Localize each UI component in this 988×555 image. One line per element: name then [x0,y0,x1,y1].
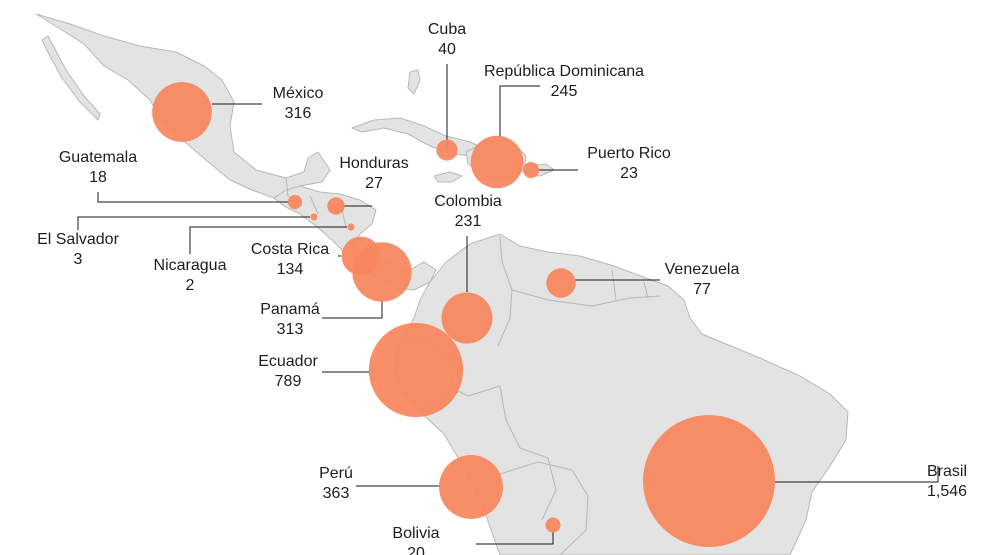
country-name: Brasil [926,463,967,480]
country-name: Costa Rica [250,241,330,258]
country-value: 789 [274,373,302,390]
country-value: 134 [276,261,304,278]
leader-line-panama [322,300,383,319]
country-name: Bolivia [392,525,440,542]
label-ecuador: Ecuador 789 [244,352,332,392]
bubble-puerto-rico [522,161,540,179]
country-value: 18 [89,169,107,186]
leader-line-bolivia [476,532,554,545]
label-venezuela: Venezuela 77 [650,260,754,300]
country-name: Colombia [434,193,502,210]
country-name: Panamá [260,301,320,318]
country-value: 23 [620,165,638,182]
border-peru-brazil [505,419,557,521]
border-venezuela-brazil [511,289,661,307]
leader-line-guatemala [97,192,289,203]
country-value: 1,546 [926,483,968,500]
country-name: Perú [319,465,353,482]
country-name: Nicaragua [153,257,227,274]
bubble-mexico [152,82,212,142]
label-peru: Perú 363 [304,464,368,504]
country-value: 3 [73,251,83,268]
country-name: Ecuador [258,353,318,370]
leader-line-el-salvador [77,216,310,230]
bubble-layer [152,82,775,547]
leader-line-nicaragua [189,226,347,254]
country-value: 27 [365,175,383,192]
country-value: 2 [185,277,195,294]
leader-line-dominican-republic [499,85,540,138]
country-name: Venezuela [664,261,740,278]
bubble-cuba [436,139,458,161]
bubble-dominican-republic [470,135,524,189]
country-value: 77 [693,281,711,298]
bubble-venezuela [546,268,576,298]
bubble-guatemala [287,194,303,210]
country-value: 363 [322,485,350,502]
label-panama: Panamá 313 [244,300,336,340]
country-value: 40 [438,41,456,58]
border-guianas [611,269,649,301]
bubble-peru [439,455,503,519]
label-dominican-republic: República Dominicana 245 [466,62,662,102]
label-el-salvador: El Salvador 3 [22,230,134,270]
label-honduras: Honduras 27 [326,154,422,194]
country-value: 231 [454,213,482,230]
country-name: Puerto Rico [587,145,671,162]
bubble-el-salvador [310,213,318,221]
land-cuba [351,117,489,157]
bubble-ecuador [368,322,464,418]
label-guatemala: Guatemala 18 [48,148,148,188]
bubble-panama [352,242,412,302]
bubble-nicaragua [347,223,355,231]
leader-layer [77,64,939,545]
country-value: 316 [284,105,312,122]
label-costa-rica: Costa Rica 134 [238,240,342,280]
land-jamaica [433,171,463,183]
country-name: Honduras [339,155,409,172]
label-puerto-rico: Puerto Rico 23 [574,144,684,184]
country-name: El Salvador [37,231,119,248]
bubble-colombia [441,292,493,344]
label-mexico: México 316 [258,84,338,124]
country-value: 313 [276,321,304,338]
label-colombia: Colombia 231 [418,192,518,232]
country-name: Cuba [427,21,467,38]
bubble-bolivia [545,517,561,533]
border-colombia-venezuela [497,235,513,347]
label-bolivia: Bolivia 20 [378,524,454,555]
leader-line-brasil [775,466,939,483]
country-name: Guatemala [58,149,138,166]
label-nicaragua: Nicaragua 2 [140,256,240,296]
bubble-honduras [327,197,345,215]
bubble-brasil [643,415,775,547]
country-name: México [272,85,324,102]
label-cuba: Cuba 40 [412,20,482,60]
label-brasil: Brasil 1,546 [912,462,982,502]
country-value: 20 [407,545,425,555]
country-name: República Dominicana [483,63,645,80]
land-bahamas [407,69,421,95]
country-value: 245 [550,83,578,100]
border-bolivia [499,461,589,555]
land-baja-california [41,35,101,121]
